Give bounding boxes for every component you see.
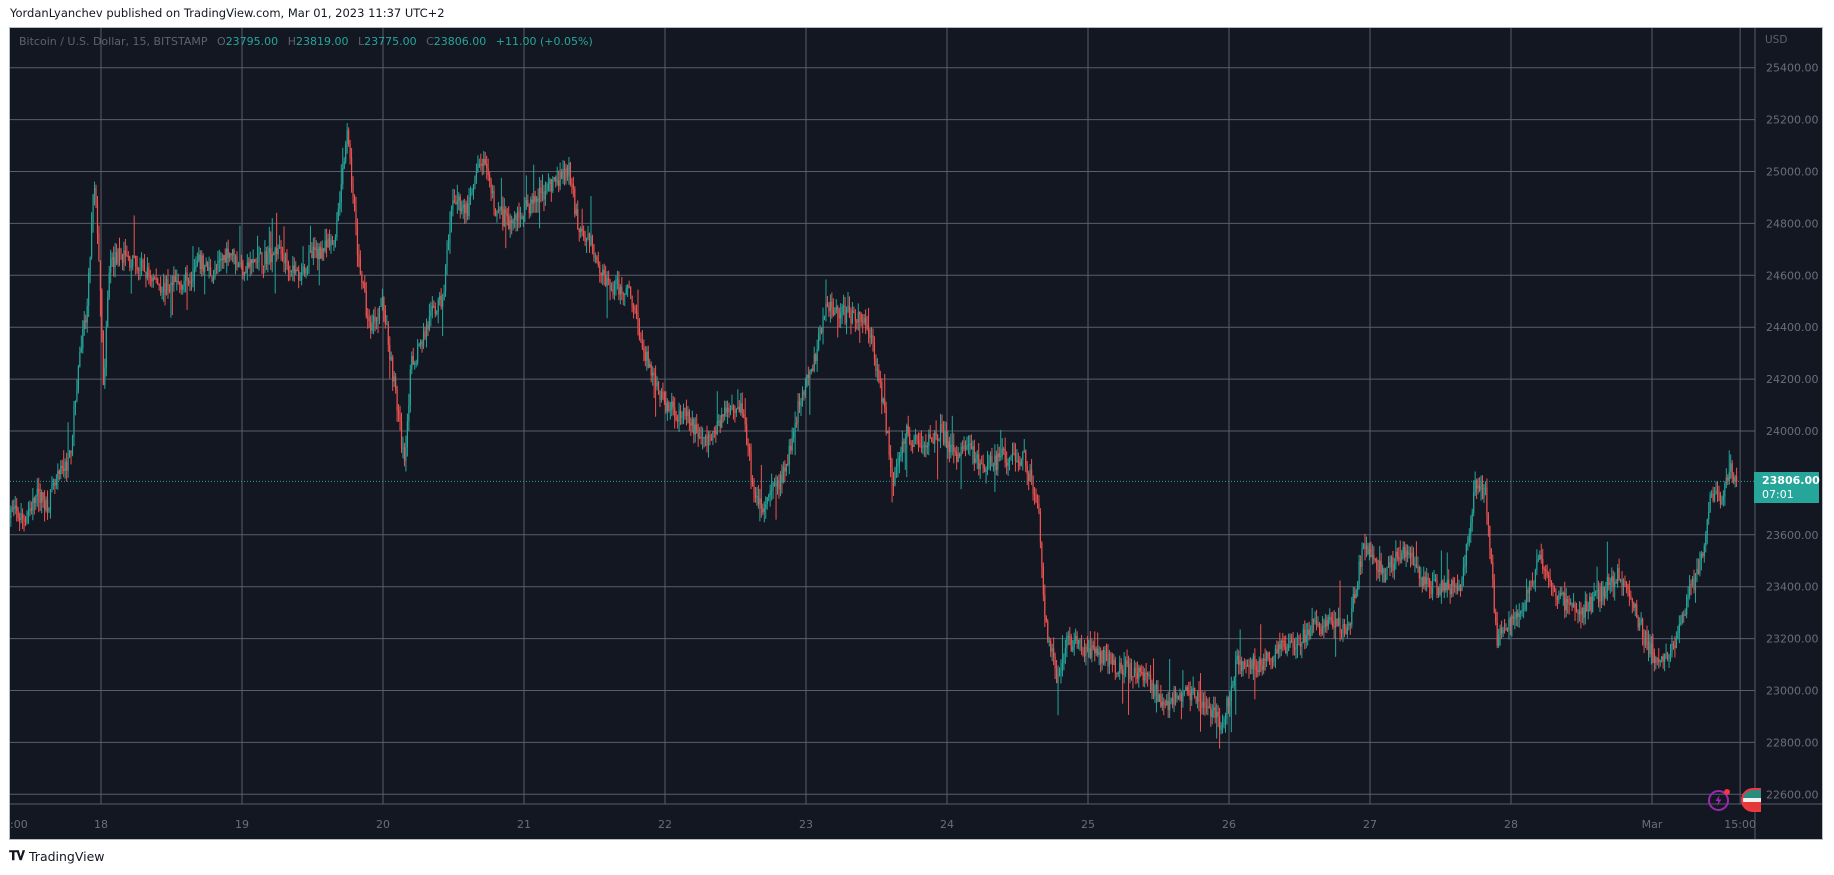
last-price-tag: 23806.00 07:01 bbox=[1754, 472, 1820, 503]
time-tick: 27 bbox=[1363, 818, 1377, 831]
notification-dot bbox=[1724, 789, 1730, 795]
time-tick: 26 bbox=[1222, 818, 1236, 831]
time-tick: 15:00 bbox=[1724, 818, 1756, 831]
time-tick: 22 bbox=[658, 818, 672, 831]
price-tick: 24600.00 bbox=[1766, 269, 1819, 282]
low-label: L bbox=[357, 35, 365, 48]
change-value: +11.00 (+0.05%) bbox=[495, 35, 593, 48]
time-tick: 28 bbox=[1504, 818, 1518, 831]
price-tick: 23400.00 bbox=[1766, 581, 1819, 594]
time-tick: 25 bbox=[1081, 818, 1095, 831]
price-tick: 25200.00 bbox=[1766, 114, 1819, 127]
high-value: 23819.00 bbox=[295, 35, 349, 48]
price-tick: 24000.00 bbox=[1766, 425, 1819, 438]
price-tick: 22800.00 bbox=[1766, 736, 1819, 749]
time-tick: Mar bbox=[1642, 818, 1663, 831]
open-value: 23795.00 bbox=[225, 35, 279, 48]
us-flag-icon[interactable] bbox=[1741, 788, 1761, 812]
tradingview-logo-icon: 𝐓𝐕 bbox=[9, 849, 25, 864]
close-value: 23806.00 bbox=[433, 35, 487, 48]
footer-brand[interactable]: TradingView bbox=[29, 849, 105, 864]
close-label: C bbox=[426, 35, 434, 48]
time-tick: 21 bbox=[517, 818, 531, 831]
low-value: 23775.00 bbox=[364, 35, 417, 48]
candlestick-chart[interactable]: 25400.00 25200.00 25000.00 24800.00 24600.00… bbox=[10, 28, 1823, 840]
price-tick: 23000.00 bbox=[1766, 685, 1819, 698]
candles bbox=[10, 123, 1738, 749]
price-tick: 25000.00 bbox=[1766, 166, 1819, 179]
open-label: O bbox=[217, 35, 226, 48]
publish-line: YordanLyanchev published on TradingView.… bbox=[10, 6, 445, 20]
price-tick: 23200.00 bbox=[1766, 633, 1819, 646]
time-tick: 20 bbox=[376, 818, 390, 831]
chart-frame[interactable]: 25400.00 25200.00 25000.00 24800.00 24600.00… bbox=[9, 27, 1823, 840]
footer: 𝐓𝐕 TradingView bbox=[9, 849, 105, 864]
time-tick: 19 bbox=[235, 818, 249, 831]
time-tick: 18 bbox=[94, 818, 108, 831]
price-tick: 25400.00 bbox=[1766, 62, 1819, 75]
price-tick: 24800.00 bbox=[1766, 217, 1819, 230]
currency-label: USD bbox=[1765, 34, 1788, 46]
time-tick: :00 bbox=[10, 818, 28, 831]
time-tick: 23 bbox=[799, 818, 813, 831]
ohlc-legend: Bitcoin / U.S. Dollar, 15, BITSTAMP O237… bbox=[19, 35, 593, 48]
high-label: H bbox=[287, 35, 296, 48]
time-tick: 24 bbox=[940, 818, 954, 831]
price-tick: 23600.00 bbox=[1766, 529, 1819, 542]
symbol-label: Bitcoin / U.S. Dollar, 15, BITSTAMP bbox=[19, 35, 208, 48]
price-tick: 22600.00 bbox=[1766, 788, 1819, 801]
price-tick: 24200.00 bbox=[1766, 373, 1819, 386]
bar-countdown: 07:01 bbox=[1762, 488, 1794, 501]
last-price: 23806.00 bbox=[1762, 474, 1820, 487]
price-tick: 24400.00 bbox=[1766, 321, 1819, 334]
lightning-icon[interactable] bbox=[1708, 789, 1730, 811]
